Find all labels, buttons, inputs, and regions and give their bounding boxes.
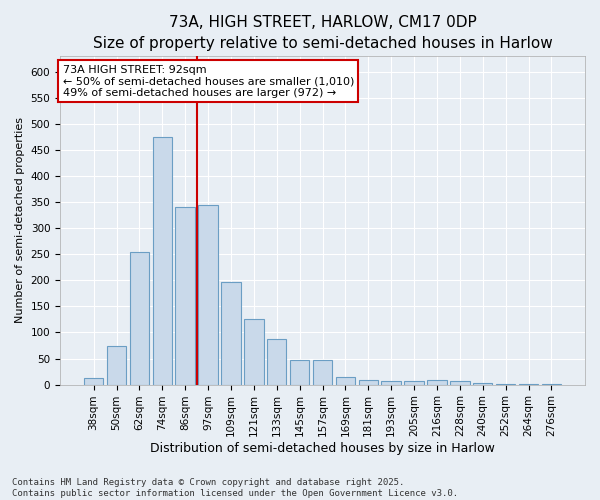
Bar: [267, 340, 286, 384]
Bar: [152, 137, 172, 384]
Bar: [199, 205, 218, 384]
Bar: [84, 378, 103, 384]
Bar: [335, 378, 355, 384]
X-axis label: Distribution of semi-detached houses by size in Harlow: Distribution of semi-detached houses by …: [150, 442, 495, 455]
Bar: [244, 319, 263, 384]
Bar: [175, 208, 195, 384]
Bar: [359, 380, 378, 384]
Text: Contains HM Land Registry data © Crown copyright and database right 2025.
Contai: Contains HM Land Registry data © Crown c…: [12, 478, 458, 498]
Bar: [107, 346, 126, 385]
Bar: [427, 380, 446, 384]
Bar: [473, 382, 493, 384]
Bar: [450, 382, 470, 384]
Bar: [313, 360, 332, 384]
Bar: [382, 382, 401, 384]
Bar: [130, 252, 149, 384]
Text: 73A HIGH STREET: 92sqm
← 50% of semi-detached houses are smaller (1,010)
49% of : 73A HIGH STREET: 92sqm ← 50% of semi-det…: [62, 64, 354, 98]
Title: 73A, HIGH STREET, HARLOW, CM17 0DP
Size of property relative to semi-detached ho: 73A, HIGH STREET, HARLOW, CM17 0DP Size …: [92, 15, 553, 51]
Bar: [221, 282, 241, 384]
Bar: [290, 360, 310, 384]
Bar: [404, 382, 424, 384]
Y-axis label: Number of semi-detached properties: Number of semi-detached properties: [15, 118, 25, 324]
